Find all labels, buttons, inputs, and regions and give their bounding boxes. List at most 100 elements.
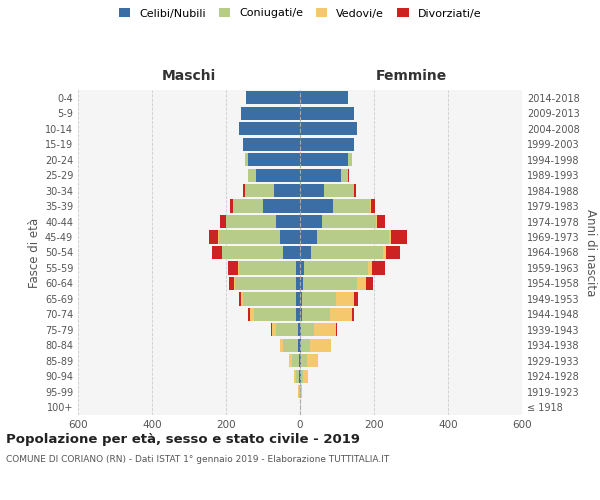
Bar bbox=[301, 324, 314, 336]
Bar bbox=[386, 246, 400, 259]
Bar bbox=[271, 324, 272, 336]
Bar bbox=[335, 292, 354, 306]
Bar bbox=[301, 354, 307, 368]
Bar bbox=[298, 324, 300, 336]
Bar bbox=[376, 215, 377, 228]
Bar bbox=[300, 138, 353, 150]
Bar bbox=[229, 277, 234, 290]
Bar bbox=[336, 324, 337, 336]
Bar bbox=[300, 277, 303, 290]
Bar bbox=[280, 230, 300, 243]
Bar bbox=[300, 200, 334, 212]
Bar bbox=[371, 200, 375, 212]
Bar bbox=[372, 262, 385, 274]
Bar bbox=[354, 292, 358, 306]
Bar bbox=[296, 277, 300, 290]
Bar bbox=[280, 339, 283, 352]
Bar bbox=[244, 184, 245, 197]
Bar bbox=[341, 168, 348, 181]
Bar bbox=[300, 122, 358, 136]
Bar bbox=[299, 354, 300, 368]
Bar bbox=[209, 230, 218, 243]
Bar bbox=[311, 246, 383, 259]
Bar bbox=[300, 215, 322, 228]
Bar bbox=[292, 354, 299, 368]
Bar bbox=[307, 354, 318, 368]
Bar bbox=[239, 292, 241, 306]
Bar bbox=[245, 153, 248, 166]
Bar bbox=[300, 262, 304, 274]
Bar bbox=[300, 308, 302, 321]
Bar bbox=[301, 385, 302, 398]
Bar bbox=[256, 168, 300, 181]
Bar bbox=[245, 184, 274, 197]
Bar bbox=[250, 308, 254, 321]
Bar bbox=[228, 262, 238, 274]
Bar bbox=[220, 215, 226, 228]
Bar bbox=[276, 324, 298, 336]
Bar bbox=[389, 230, 391, 243]
Bar bbox=[301, 370, 302, 383]
Bar bbox=[317, 230, 389, 243]
Bar bbox=[300, 91, 348, 104]
Text: Femmine: Femmine bbox=[376, 68, 446, 82]
Bar bbox=[391, 230, 407, 243]
Bar bbox=[234, 277, 235, 290]
Bar bbox=[300, 339, 301, 352]
Legend: Celibi/Nubili, Coniugati/e, Vedovi/e, Divorziati/e: Celibi/Nubili, Coniugati/e, Vedovi/e, Di… bbox=[119, 8, 481, 18]
Bar bbox=[296, 292, 300, 306]
Bar bbox=[283, 246, 300, 259]
Bar bbox=[356, 277, 366, 290]
Y-axis label: Anni di nascita: Anni di nascita bbox=[584, 209, 597, 296]
Bar bbox=[235, 277, 296, 290]
Bar bbox=[302, 370, 308, 383]
Bar bbox=[226, 215, 276, 228]
Bar bbox=[300, 292, 302, 306]
Bar bbox=[300, 246, 311, 259]
Bar bbox=[300, 168, 341, 181]
Bar bbox=[218, 230, 280, 243]
Bar bbox=[304, 262, 368, 274]
Bar bbox=[348, 168, 349, 181]
Bar bbox=[233, 200, 263, 212]
Bar bbox=[383, 246, 386, 259]
Text: Popolazione per età, sesso e stato civile - 2019: Popolazione per età, sesso e stato civil… bbox=[6, 432, 360, 446]
Bar bbox=[239, 262, 296, 274]
Bar bbox=[283, 339, 298, 352]
Bar bbox=[329, 308, 352, 321]
Bar bbox=[299, 370, 300, 383]
Bar bbox=[302, 308, 329, 321]
Bar bbox=[300, 230, 317, 243]
Bar bbox=[302, 292, 335, 306]
Bar bbox=[289, 354, 292, 368]
Bar bbox=[300, 153, 348, 166]
Bar bbox=[300, 106, 353, 120]
Bar bbox=[300, 354, 301, 368]
Bar bbox=[274, 184, 300, 197]
Bar bbox=[239, 122, 300, 136]
Bar bbox=[303, 277, 356, 290]
Bar bbox=[248, 168, 256, 181]
Bar bbox=[322, 215, 376, 228]
Bar bbox=[263, 200, 300, 212]
Bar bbox=[310, 339, 331, 352]
Bar bbox=[334, 200, 370, 212]
Bar bbox=[242, 292, 296, 306]
Bar bbox=[276, 215, 300, 228]
Bar bbox=[238, 262, 239, 274]
Y-axis label: Fasce di età: Fasce di età bbox=[28, 218, 41, 288]
Bar bbox=[241, 106, 300, 120]
Bar bbox=[242, 138, 300, 150]
Bar bbox=[324, 184, 353, 197]
Bar bbox=[230, 200, 233, 212]
Bar bbox=[368, 262, 372, 274]
Bar bbox=[241, 292, 242, 306]
Bar bbox=[300, 184, 324, 197]
Bar bbox=[314, 324, 336, 336]
Bar bbox=[300, 324, 301, 336]
Bar bbox=[247, 91, 300, 104]
Bar bbox=[366, 277, 373, 290]
Bar bbox=[248, 153, 300, 166]
Bar bbox=[212, 246, 222, 259]
Bar bbox=[348, 153, 352, 166]
